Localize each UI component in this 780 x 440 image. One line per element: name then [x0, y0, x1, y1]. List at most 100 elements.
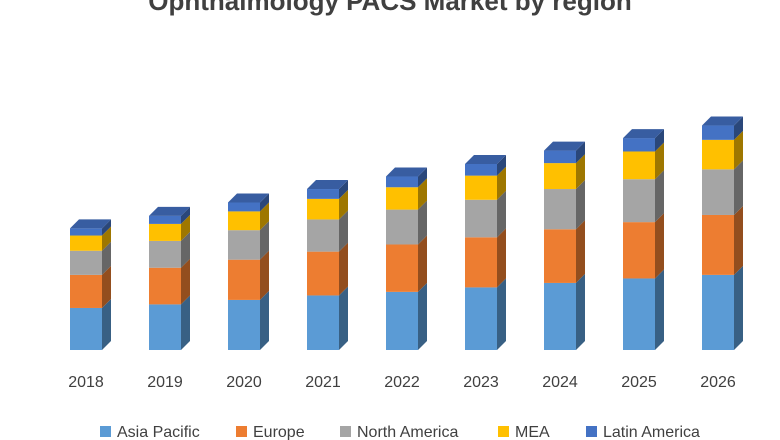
bar-latin-america-2026-top — [702, 116, 743, 126]
bar-latin-america-2023 — [465, 164, 497, 176]
bar-europe-2026 — [702, 214, 734, 275]
bar-north-america-2025 — [623, 179, 655, 223]
x-tick-label-2018: 2018 — [68, 374, 104, 391]
bar-north-america-2019 — [149, 240, 181, 268]
bar-asia-pacific-2021-side — [339, 286, 348, 350]
bar-asia-pacific-2020-side — [260, 290, 269, 350]
bar-latin-america-2018-top — [70, 219, 111, 229]
bar-asia-pacific-2026 — [702, 274, 734, 350]
bar-mea-2023-side — [497, 166, 506, 200]
bar-north-america-2026-side — [734, 160, 743, 215]
bar-latin-america-2021-top — [307, 180, 348, 190]
bar-latin-america-2019-side — [181, 206, 190, 224]
bar-north-america-2023 — [465, 199, 497, 238]
bar-mea-2024-side — [576, 154, 585, 190]
bar-latin-america-2020 — [228, 202, 260, 212]
legend-swatch-asia-pacific — [100, 426, 111, 437]
legend-swatch-mea — [498, 426, 509, 437]
bar-europe-2018 — [70, 274, 102, 308]
bar-europe-2019 — [149, 267, 181, 305]
bar-asia-pacific-2023-side — [497, 278, 506, 350]
bar-asia-pacific-2022-side — [418, 282, 427, 350]
bar-asia-pacific-2019 — [149, 304, 181, 350]
bar-north-america-2026 — [702, 169, 734, 215]
bar-mea-2025-side — [655, 142, 664, 180]
bar-north-america-2024 — [544, 189, 576, 230]
bar-mea-2023 — [465, 175, 497, 200]
bar-europe-2022 — [386, 244, 418, 292]
bar-europe-2022-side — [418, 235, 427, 292]
bar-latin-america-2022 — [386, 176, 418, 188]
legend-swatch-europe — [236, 426, 247, 437]
legend-label-europe: Europe — [253, 424, 305, 440]
bar-latin-america-2020-side — [260, 193, 269, 212]
bar-europe-2023 — [465, 237, 497, 288]
bar-europe-2020 — [228, 259, 260, 300]
bar-latin-america-2021 — [307, 189, 339, 199]
bar-asia-pacific-2025 — [623, 278, 655, 350]
bar-latin-america-2024-top — [544, 141, 585, 151]
bar-mea-2025 — [623, 151, 655, 180]
bar-europe-2020-side — [260, 250, 269, 300]
bar-latin-america-2018 — [70, 228, 102, 236]
bar-latin-america-2022-side — [418, 167, 427, 188]
x-tick-label-2019: 2019 — [147, 374, 183, 391]
bar-north-america-2020-side — [260, 221, 269, 260]
bar-latin-america-2024-side — [576, 141, 585, 164]
bar-asia-pacific-2024-side — [576, 273, 585, 350]
bar-mea-2021 — [307, 198, 339, 220]
bar-mea-2026-side — [734, 130, 743, 170]
bar-mea-2024 — [544, 163, 576, 190]
legend-swatch-north-america — [340, 426, 351, 437]
bar-asia-pacific-2018 — [70, 307, 102, 350]
bar-asia-pacific-2019-side — [181, 295, 190, 350]
bar-north-america-2022 — [386, 209, 418, 245]
legend-label-asia-pacific: Asia Pacific — [117, 424, 200, 440]
bar-mea-2022-side — [418, 178, 427, 210]
x-tick-label-2026: 2026 — [700, 374, 736, 391]
bar-north-america-2024-side — [576, 180, 585, 230]
bar-europe-2021 — [307, 251, 339, 296]
bar-north-america-2025-side — [655, 170, 664, 223]
bar-mea-2019 — [149, 223, 181, 241]
bar-asia-pacific-2018-side — [102, 298, 111, 350]
chart-title: Ophthalmology PACS Market by region — [148, 0, 632, 16]
bar-europe-2025-side — [655, 213, 664, 279]
bar-latin-america-2024 — [544, 150, 576, 164]
bar-europe-2024-side — [576, 220, 585, 283]
bar-latin-america-2026 — [702, 125, 734, 140]
bar-latin-america-2022-top — [386, 167, 427, 177]
bar-asia-pacific-2024 — [544, 282, 576, 350]
bar-mea-2021-side — [339, 189, 348, 220]
bar-europe-2025 — [623, 222, 655, 279]
bar-mea-2022 — [386, 187, 418, 210]
legend-label-mea: MEA — [515, 424, 550, 440]
bar-latin-america-2023-side — [497, 155, 506, 176]
bar-north-america-2021-side — [339, 210, 348, 252]
x-tick-label-2020: 2020 — [226, 374, 262, 391]
bar-north-america-2023-side — [497, 190, 506, 238]
bar-north-america-2018 — [70, 250, 102, 275]
bar-mea-2018 — [70, 235, 102, 251]
bar-mea-2020 — [228, 211, 260, 231]
x-tick-label-2025: 2025 — [621, 374, 657, 391]
bar-asia-pacific-2021 — [307, 295, 339, 350]
bar-europe-2026-side — [734, 205, 743, 275]
bar-latin-america-2025 — [623, 138, 655, 152]
bar-latin-america-2023-top — [465, 155, 506, 164]
bar-mea-2020-side — [260, 202, 269, 231]
legend-label-north-america: North America — [357, 424, 458, 440]
x-tick-label-2021: 2021 — [305, 374, 341, 391]
bar-asia-pacific-2025-side — [655, 269, 664, 350]
bar-latin-america-2026-side — [734, 116, 743, 140]
x-tick-label-2023: 2023 — [463, 374, 499, 391]
bar-north-america-2019-side — [181, 231, 190, 268]
bar-latin-america-2021-side — [339, 180, 348, 199]
bar-europe-2023-side — [497, 228, 506, 288]
bar-mea-2026 — [702, 139, 734, 170]
bar-mea-2019-side — [181, 214, 190, 241]
bar-europe-2021-side — [339, 242, 348, 296]
bar-latin-america-2020-top — [228, 193, 269, 203]
bar-asia-pacific-2020 — [228, 299, 260, 350]
legend-swatch-latin-america — [586, 426, 597, 437]
